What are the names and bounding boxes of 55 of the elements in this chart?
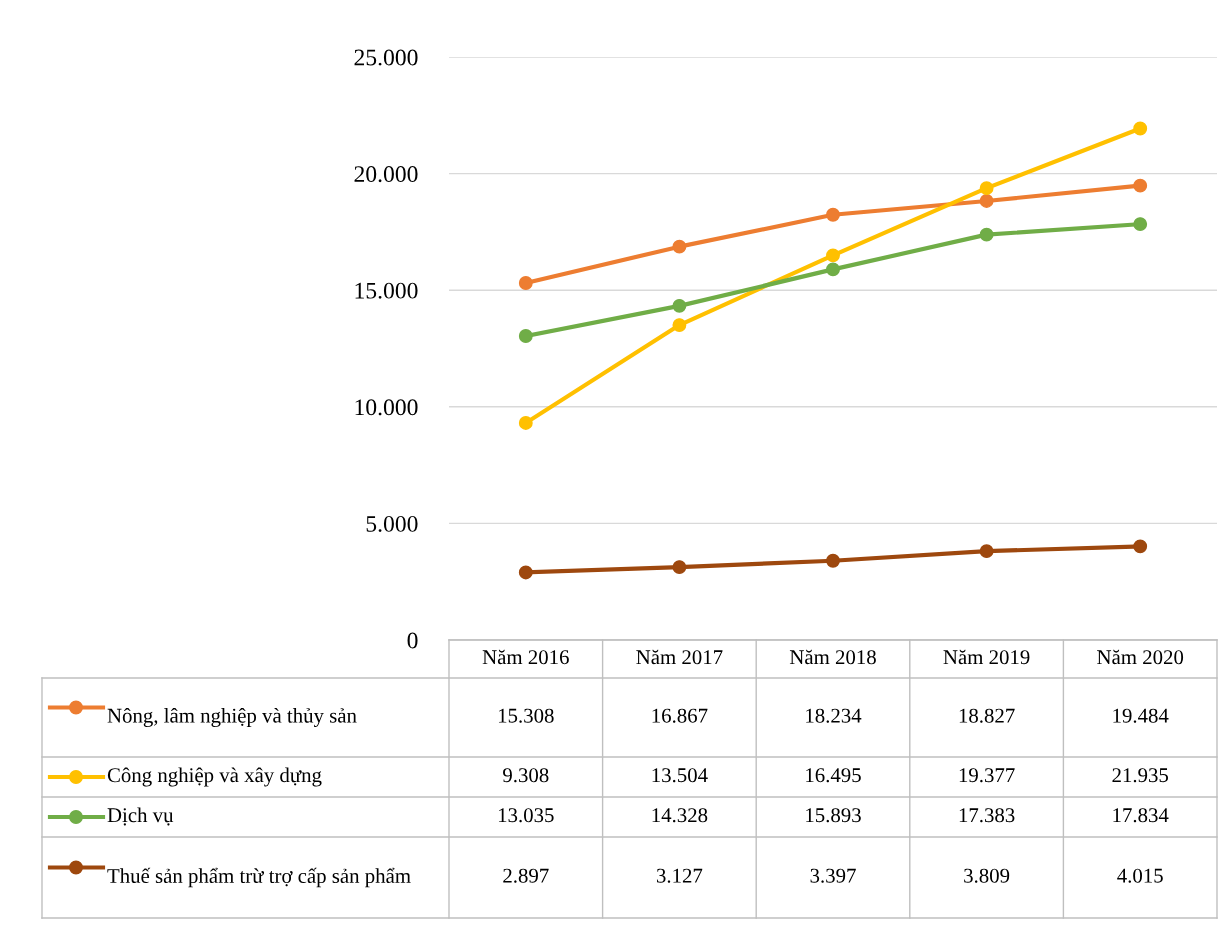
data-label: 4.015	[1117, 868, 1163, 883]
point	[826, 207, 840, 222]
data-label: 3.809	[964, 868, 1010, 883]
point	[1133, 539, 1148, 554]
x-tick-label: Năm 2019	[943, 649, 1030, 665]
data-label: 9.308	[503, 768, 549, 783]
y-tick-label: 15.000	[355, 282, 418, 299]
point	[672, 318, 687, 333]
point	[518, 329, 533, 343]
point	[826, 553, 840, 568]
data-label: 13.035	[498, 808, 554, 823]
point	[518, 415, 533, 430]
point	[1133, 217, 1148, 232]
point	[672, 239, 687, 254]
data-label: 2.897	[503, 868, 549, 883]
point	[672, 560, 687, 575]
y-tick-label: 0	[407, 632, 418, 649]
y-tick-label: 5.000	[366, 515, 418, 532]
x-tick-label: Năm 2018	[789, 649, 876, 665]
point	[979, 181, 994, 196]
point	[979, 194, 994, 208]
legend-label: Công nghiệp và xây dựng	[107, 767, 322, 787]
point	[518, 276, 533, 290]
point	[1133, 178, 1148, 193]
point	[826, 262, 840, 277]
data-label: 18.234	[806, 708, 862, 723]
x-tick-label: Năm 2020	[1097, 649, 1184, 665]
point	[979, 544, 994, 559]
data-label: 19.377	[959, 768, 1015, 783]
data-label: 17.383	[959, 808, 1015, 823]
data-label: 21.935	[1112, 768, 1169, 783]
point	[672, 298, 687, 313]
legend-label: Thuế sản phẩm trừ trợ cấp sản phẩm	[107, 867, 411, 888]
x-tick-label: Năm 2016	[482, 649, 569, 665]
x-tick-label: Năm 2017	[636, 649, 723, 665]
point	[518, 565, 533, 580]
legend-label: Nông, lâm nghiệp và thủy sản	[107, 708, 357, 727]
y-tick-label: 10.000	[355, 399, 418, 416]
data-label: 13.504	[652, 768, 708, 783]
data-label: 3.397	[810, 868, 856, 883]
point	[979, 227, 994, 242]
data-label: 15.893	[806, 808, 861, 823]
data-label: 18.827	[959, 708, 1015, 723]
data-label: 3.127	[656, 868, 703, 883]
y-tick-label: 20.000	[354, 166, 418, 183]
data-label: 16.495	[806, 768, 861, 783]
data-label: 16.867	[652, 708, 708, 723]
data-label: 19.484	[1113, 708, 1169, 723]
data-label: 14.328	[652, 808, 708, 823]
data-label: 17.834	[1113, 808, 1169, 823]
legend-label: Dịch vụ	[107, 807, 174, 826]
point	[826, 248, 840, 263]
data-label: 15.308	[498, 708, 554, 723]
y-tick-label: 25.000	[354, 49, 418, 66]
point	[1133, 121, 1148, 136]
